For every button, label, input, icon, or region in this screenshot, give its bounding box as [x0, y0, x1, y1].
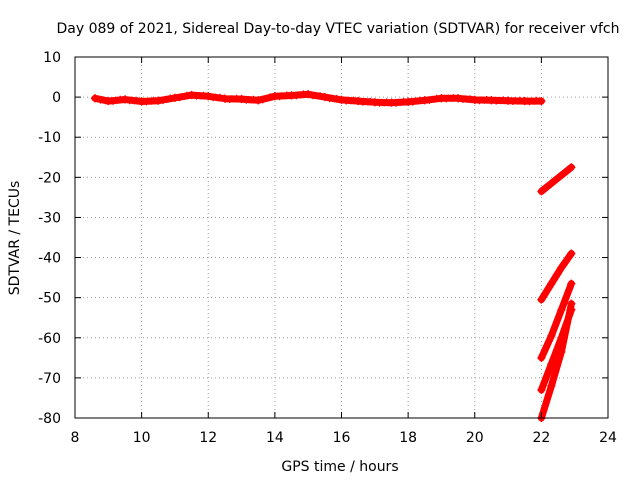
x-tick-label: 18	[399, 430, 417, 446]
data-point	[547, 179, 556, 188]
y-tick-label: 10	[43, 50, 61, 66]
data-point	[90, 94, 99, 103]
grid	[75, 57, 608, 418]
y-tick-label: -50	[38, 291, 61, 307]
data-point	[567, 249, 576, 258]
data-point	[567, 163, 576, 172]
tick-labels: 8 10 12 14 16 18 20 22 24 10 0 -10 -20 -30 -40 -50 -60 -7…	[38, 50, 617, 446]
y-tick-label: -60	[38, 331, 61, 347]
data-layer	[90, 90, 576, 422]
x-tick-label: 24	[599, 430, 617, 446]
data-point	[220, 94, 229, 103]
data-point	[320, 93, 329, 102]
data-point	[437, 94, 446, 103]
data-point	[304, 90, 313, 99]
plot-frame	[74, 56, 609, 419]
x-tick-label: 16	[333, 430, 351, 446]
data-point	[204, 92, 213, 101]
data-point	[547, 381, 556, 390]
x-tick-label: 12	[199, 430, 217, 446]
data-point	[237, 95, 246, 104]
series-main	[90, 90, 546, 107]
y-axis-title: SDTVAR / TECUs	[7, 181, 23, 296]
data-point	[504, 96, 513, 105]
series-arc-2	[537, 249, 576, 304]
x-tick-label: 10	[133, 430, 151, 446]
data-point	[547, 279, 556, 288]
axes	[74, 56, 609, 419]
x-axis-title: GPS time / hours	[281, 459, 398, 475]
series-arc-1	[537, 163, 576, 196]
data-point	[187, 91, 196, 100]
data-point	[370, 98, 379, 107]
chart-title: Day 089 of 2021, Sidereal Day-to-day VTE…	[56, 21, 619, 37]
data-point	[567, 279, 576, 288]
y-tick-label: 0	[52, 90, 61, 106]
data-point	[287, 91, 296, 100]
data-point	[270, 92, 279, 101]
data-point	[404, 97, 413, 106]
data-point	[154, 96, 163, 105]
y-tick-label: -40	[38, 251, 61, 267]
data-point	[420, 96, 429, 105]
data-point	[454, 94, 463, 103]
data-point	[537, 97, 546, 106]
y-tick-label: -20	[38, 170, 61, 186]
x-tick-label: 14	[266, 430, 284, 446]
x-tick-label: 22	[532, 430, 550, 446]
data-point	[104, 97, 113, 106]
data-point	[557, 305, 566, 314]
data-point	[354, 97, 363, 106]
x-tick-label: 20	[466, 430, 484, 446]
series-trace-arc-1	[537, 163, 575, 195]
data-point	[537, 353, 546, 362]
data-point	[387, 98, 396, 107]
data-point	[557, 347, 566, 356]
data-point	[470, 95, 479, 104]
data-point	[537, 187, 546, 196]
data-point	[254, 96, 263, 105]
data-point	[120, 95, 129, 104]
x-tick-label: 8	[71, 430, 80, 446]
data-point	[520, 97, 529, 106]
data-point	[547, 359, 556, 368]
data-point	[567, 299, 576, 308]
y-tick-label: -30	[38, 210, 61, 226]
data-point	[337, 95, 346, 104]
data-point	[487, 96, 496, 105]
data-point	[137, 97, 146, 106]
data-point	[557, 263, 566, 272]
data-point	[537, 385, 546, 394]
data-point	[557, 171, 566, 180]
data-point	[537, 295, 546, 304]
series-arc-3	[537, 279, 576, 362]
y-tick-label: -70	[38, 371, 61, 387]
data-point	[547, 331, 556, 340]
y-tick-label: -80	[38, 411, 61, 427]
y-tick-label: -10	[38, 130, 61, 146]
data-point	[170, 93, 179, 102]
